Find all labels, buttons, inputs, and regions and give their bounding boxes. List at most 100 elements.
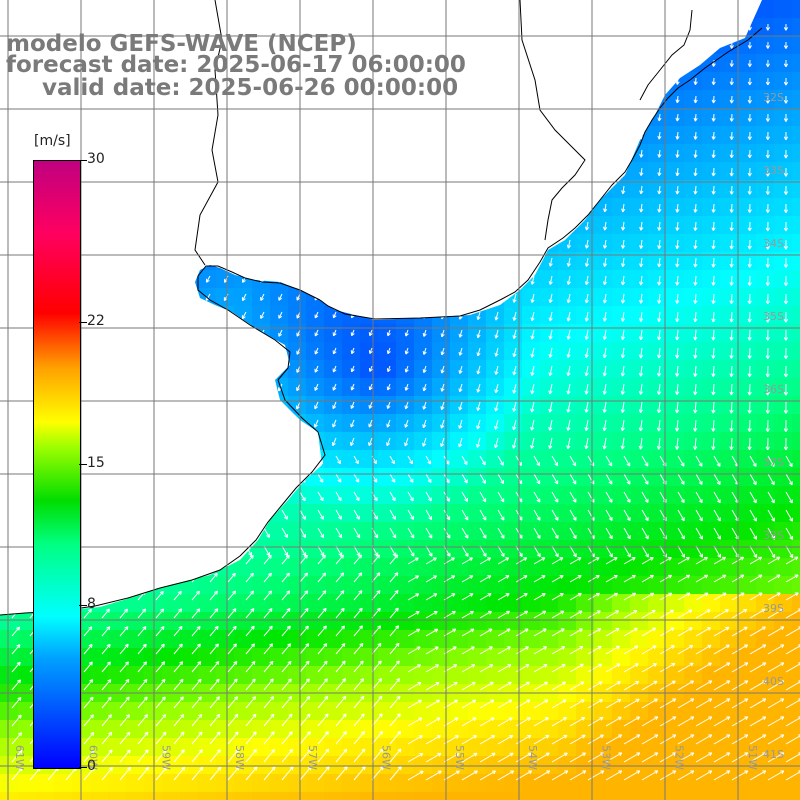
field-cell bbox=[558, 270, 576, 288]
field-cell bbox=[792, 666, 800, 684]
field-cell bbox=[576, 540, 594, 558]
field-cell bbox=[594, 774, 612, 792]
field-cell bbox=[774, 468, 792, 486]
field-cell bbox=[522, 792, 540, 800]
field-cell bbox=[558, 540, 576, 558]
field-cell bbox=[774, 612, 792, 630]
field-cell bbox=[684, 216, 702, 234]
field-cell bbox=[738, 792, 756, 800]
field-cell bbox=[594, 702, 612, 720]
field-cell bbox=[720, 540, 738, 558]
field-cell bbox=[558, 252, 576, 270]
field-cell bbox=[594, 576, 612, 594]
field-cell bbox=[432, 792, 450, 800]
field-cell bbox=[666, 432, 684, 450]
field-cell bbox=[612, 468, 630, 486]
field-cell bbox=[558, 774, 576, 792]
field-cell bbox=[486, 648, 504, 666]
field-cell bbox=[414, 468, 432, 486]
field-cell bbox=[648, 414, 666, 432]
field-cell bbox=[648, 504, 666, 522]
field-cell bbox=[594, 612, 612, 630]
field-cell bbox=[720, 576, 738, 594]
field-cell bbox=[252, 792, 270, 800]
field-cell bbox=[396, 396, 414, 414]
field-cell bbox=[702, 90, 720, 108]
field-cell bbox=[738, 342, 756, 360]
field-cell bbox=[630, 594, 648, 612]
field-cell bbox=[540, 720, 558, 738]
field-cell bbox=[792, 630, 800, 648]
field-cell bbox=[612, 414, 630, 432]
field-cell bbox=[594, 486, 612, 504]
field-cell bbox=[720, 630, 738, 648]
field-cell bbox=[504, 468, 522, 486]
field-cell bbox=[792, 90, 800, 108]
field-cell bbox=[450, 468, 468, 486]
field-cell bbox=[450, 792, 468, 800]
field-cell bbox=[720, 324, 738, 342]
field-cell bbox=[432, 738, 450, 756]
field-cell bbox=[486, 360, 504, 378]
field-cell bbox=[576, 306, 594, 324]
field-cell bbox=[576, 486, 594, 504]
field-cell bbox=[792, 324, 800, 342]
field-cell bbox=[756, 252, 774, 270]
field-cell bbox=[756, 54, 774, 72]
field-cell bbox=[504, 702, 522, 720]
field-cell bbox=[612, 792, 630, 800]
field-cell bbox=[738, 630, 756, 648]
colorbar-tick-mark bbox=[79, 463, 87, 465]
field-cell bbox=[666, 180, 684, 198]
field-cell bbox=[432, 432, 450, 450]
field-cell bbox=[594, 450, 612, 468]
field-cell bbox=[738, 216, 756, 234]
field-cell bbox=[666, 414, 684, 432]
field-cell bbox=[612, 540, 630, 558]
field-cell bbox=[756, 90, 774, 108]
field-cell bbox=[792, 450, 800, 468]
field-cell bbox=[702, 414, 720, 432]
field-cell bbox=[630, 558, 648, 576]
field-cell bbox=[684, 324, 702, 342]
lat-label: 36S bbox=[763, 383, 784, 396]
field-cell bbox=[522, 306, 540, 324]
field-cell bbox=[702, 360, 720, 378]
field-cell bbox=[666, 630, 684, 648]
field-cell bbox=[702, 666, 720, 684]
field-cell bbox=[558, 288, 576, 306]
field-cell bbox=[414, 612, 432, 630]
field-cell bbox=[792, 774, 800, 792]
field-cell bbox=[486, 540, 504, 558]
field-cell bbox=[684, 540, 702, 558]
field-cell bbox=[576, 342, 594, 360]
field-cell bbox=[648, 756, 666, 774]
field-cell bbox=[540, 306, 558, 324]
field-cell bbox=[720, 126, 738, 144]
field-cell bbox=[720, 252, 738, 270]
field-cell bbox=[720, 144, 738, 162]
field-cell bbox=[450, 486, 468, 504]
field-cell bbox=[756, 432, 774, 450]
field-cell bbox=[594, 540, 612, 558]
lon-label: 53W bbox=[599, 745, 612, 770]
field-cell bbox=[288, 522, 306, 540]
field-cell bbox=[684, 738, 702, 756]
field-cell bbox=[594, 396, 612, 414]
field-cell bbox=[594, 342, 612, 360]
field-cell bbox=[774, 396, 792, 414]
title-valid-date: valid date: 2025-06-26 00:00:00 bbox=[42, 75, 459, 101]
field-cell bbox=[540, 630, 558, 648]
field-cell bbox=[522, 702, 540, 720]
field-cell bbox=[612, 216, 630, 234]
field-cell bbox=[702, 702, 720, 720]
field-cell bbox=[774, 216, 792, 234]
field-cell bbox=[396, 540, 414, 558]
field-cell bbox=[450, 540, 468, 558]
field-cell bbox=[630, 360, 648, 378]
field-cell bbox=[666, 360, 684, 378]
field-cell bbox=[774, 414, 792, 432]
field-cell bbox=[414, 378, 432, 396]
field-cell bbox=[648, 594, 666, 612]
field-cell bbox=[720, 648, 738, 666]
